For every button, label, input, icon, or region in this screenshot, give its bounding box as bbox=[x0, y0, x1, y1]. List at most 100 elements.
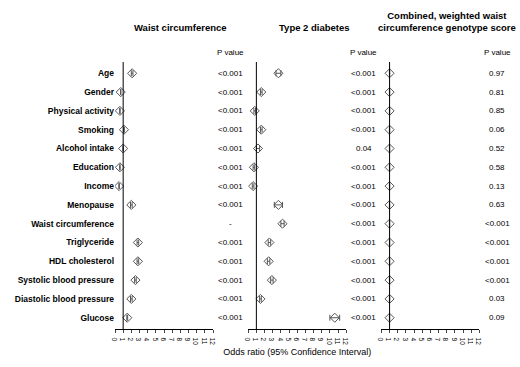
svg-text:0: 0 bbox=[377, 338, 384, 342]
svg-text:8: 8 bbox=[309, 338, 316, 342]
svg-text:<0.001: <0.001 bbox=[218, 182, 243, 191]
svg-text:10: 10 bbox=[459, 338, 466, 346]
svg-text:Alcohol intake: Alcohol intake bbox=[56, 143, 114, 153]
svg-text:<0.001: <0.001 bbox=[351, 200, 376, 209]
svg-text:<0.001: <0.001 bbox=[351, 238, 376, 247]
svg-text:2: 2 bbox=[393, 338, 400, 342]
svg-text:<0.001: <0.001 bbox=[351, 106, 376, 115]
svg-text:0: 0 bbox=[111, 338, 118, 342]
svg-text:<0.001: <0.001 bbox=[485, 276, 510, 285]
svg-text:3: 3 bbox=[402, 338, 409, 342]
svg-text:<0.001: <0.001 bbox=[351, 313, 376, 322]
svg-text:Physical activity: Physical activity bbox=[48, 106, 114, 116]
svg-text:0.03: 0.03 bbox=[489, 294, 505, 303]
svg-text:0.85: 0.85 bbox=[489, 106, 505, 115]
svg-text:5: 5 bbox=[418, 338, 425, 342]
svg-text:<0.001: <0.001 bbox=[218, 238, 243, 247]
svg-text:0.09: 0.09 bbox=[489, 313, 505, 322]
svg-text:1: 1 bbox=[119, 338, 126, 342]
svg-text:11: 11 bbox=[201, 338, 208, 345]
svg-text:3: 3 bbox=[268, 338, 275, 342]
svg-text:<0.001: <0.001 bbox=[351, 88, 376, 97]
svg-text:4: 4 bbox=[143, 338, 150, 342]
svg-text:7: 7 bbox=[301, 338, 308, 342]
svg-text:<0.001: <0.001 bbox=[351, 69, 376, 78]
svg-text:9: 9 bbox=[184, 338, 191, 342]
svg-text:10: 10 bbox=[326, 338, 333, 346]
svg-text:0.04: 0.04 bbox=[356, 144, 372, 153]
svg-text:0.06: 0.06 bbox=[489, 125, 505, 134]
svg-text:<0.001: <0.001 bbox=[218, 106, 243, 115]
svg-text:11: 11 bbox=[467, 338, 474, 345]
svg-text:7: 7 bbox=[434, 338, 441, 342]
svg-text:8: 8 bbox=[176, 338, 183, 342]
svg-text:Waist circumference: Waist circumference bbox=[31, 219, 114, 229]
svg-text:-: - bbox=[229, 219, 232, 228]
svg-text:<0.001: <0.001 bbox=[485, 238, 510, 247]
svg-text:P value: P value bbox=[350, 48, 377, 57]
svg-text:P value: P value bbox=[484, 48, 511, 57]
svg-text:HDL cholesterol: HDL cholesterol bbox=[49, 256, 114, 266]
svg-text:P value: P value bbox=[217, 48, 244, 57]
svg-text:<0.001: <0.001 bbox=[218, 88, 243, 97]
svg-text:Combined, weighted waistcircum: Combined, weighted waistcircumference ge… bbox=[378, 10, 516, 33]
svg-text:Menopause: Menopause bbox=[67, 200, 114, 210]
svg-text:<0.001: <0.001 bbox=[351, 294, 376, 303]
svg-text:Systolic blood pressure: Systolic blood pressure bbox=[18, 275, 115, 285]
svg-text:<0.001: <0.001 bbox=[218, 257, 243, 266]
svg-text:2: 2 bbox=[260, 338, 267, 342]
svg-text:12: 12 bbox=[209, 338, 216, 346]
svg-text:11: 11 bbox=[334, 338, 341, 345]
svg-text:Gender: Gender bbox=[84, 87, 114, 97]
svg-text:<0.001: <0.001 bbox=[485, 257, 510, 266]
svg-text:0.63: 0.63 bbox=[489, 200, 505, 209]
svg-text:9: 9 bbox=[317, 338, 324, 342]
svg-text:2: 2 bbox=[127, 338, 134, 342]
svg-text:1: 1 bbox=[385, 338, 392, 342]
svg-text:<0.001: <0.001 bbox=[351, 125, 376, 134]
svg-text:3: 3 bbox=[135, 338, 142, 342]
svg-text:<0.001: <0.001 bbox=[485, 219, 510, 228]
svg-text:Smoking: Smoking bbox=[78, 125, 114, 135]
svg-text:<0.001: <0.001 bbox=[351, 276, 376, 285]
svg-text:Glucose: Glucose bbox=[80, 313, 114, 323]
svg-text:0: 0 bbox=[244, 338, 251, 342]
svg-text:<0.001: <0.001 bbox=[218, 294, 243, 303]
svg-text:<0.001: <0.001 bbox=[218, 69, 243, 78]
svg-text:5: 5 bbox=[152, 338, 159, 342]
svg-text:5: 5 bbox=[285, 338, 292, 342]
svg-text:4: 4 bbox=[277, 338, 284, 342]
svg-text:9: 9 bbox=[451, 338, 458, 342]
svg-text:Diastolic blood pressure: Diastolic blood pressure bbox=[15, 294, 114, 304]
svg-text:6: 6 bbox=[160, 338, 167, 342]
svg-text:6: 6 bbox=[426, 338, 433, 342]
svg-text:<0.001: <0.001 bbox=[218, 125, 243, 134]
svg-text:6: 6 bbox=[293, 338, 300, 342]
svg-text:<0.001: <0.001 bbox=[351, 182, 376, 191]
svg-text:1: 1 bbox=[252, 338, 259, 342]
svg-text:<0.001: <0.001 bbox=[351, 219, 376, 228]
svg-text:0.58: 0.58 bbox=[489, 163, 505, 172]
svg-text:<0.001: <0.001 bbox=[218, 313, 243, 322]
svg-text:Triglyceride: Triglyceride bbox=[66, 237, 114, 247]
svg-text:0.52: 0.52 bbox=[489, 144, 505, 153]
svg-text:0.97: 0.97 bbox=[489, 69, 505, 78]
svg-text:<0.001: <0.001 bbox=[218, 200, 243, 209]
svg-text:Odds ratio (95% Confidence Int: Odds ratio (95% Confidence Interval) bbox=[223, 347, 371, 357]
svg-text:Waist circumference: Waist circumference bbox=[134, 22, 227, 33]
svg-text:Education: Education bbox=[73, 162, 114, 172]
svg-text:Income: Income bbox=[84, 181, 114, 191]
svg-text:10: 10 bbox=[192, 338, 199, 346]
svg-text:Type 2 diabetes: Type 2 diabetes bbox=[279, 22, 350, 33]
svg-text:0.81: 0.81 bbox=[489, 88, 505, 97]
svg-text:12: 12 bbox=[342, 338, 349, 346]
svg-text:7: 7 bbox=[168, 338, 175, 342]
svg-text:8: 8 bbox=[442, 338, 449, 342]
svg-text:Age: Age bbox=[98, 68, 114, 78]
svg-text:12: 12 bbox=[475, 338, 482, 346]
svg-text:<0.001: <0.001 bbox=[351, 257, 376, 266]
svg-text:<0.001: <0.001 bbox=[351, 163, 376, 172]
svg-text:<0.001: <0.001 bbox=[218, 144, 243, 153]
svg-text:<0.001: <0.001 bbox=[218, 163, 243, 172]
svg-text:<0.001: <0.001 bbox=[218, 276, 243, 285]
